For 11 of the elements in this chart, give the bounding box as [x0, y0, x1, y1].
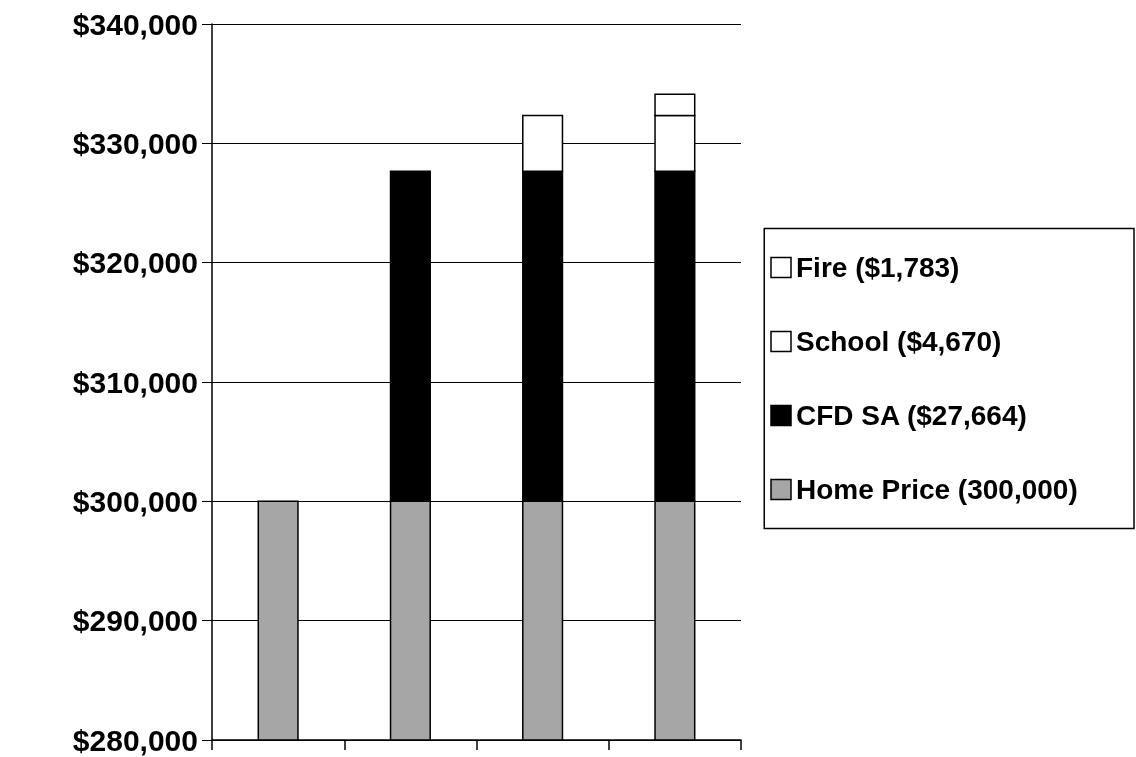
y-tick-label: $300,000	[72, 484, 198, 518]
y-tick-label: $320,000	[72, 246, 198, 280]
y-tick-label: $280,000	[72, 723, 198, 757]
legend-label: CFD SA ($27,664)	[796, 400, 1027, 431]
y-tick-label: $290,000	[72, 604, 198, 638]
y-tick-label: $310,000	[72, 365, 198, 399]
legend-label: Home Price (300,000)	[796, 474, 1078, 505]
legend-label: School ($4,670)	[796, 326, 1002, 357]
legend-label: Fire ($1,783)	[796, 252, 960, 283]
y-tick-label: $340,000	[72, 7, 198, 41]
y-tick-label: $330,000	[72, 126, 198, 160]
